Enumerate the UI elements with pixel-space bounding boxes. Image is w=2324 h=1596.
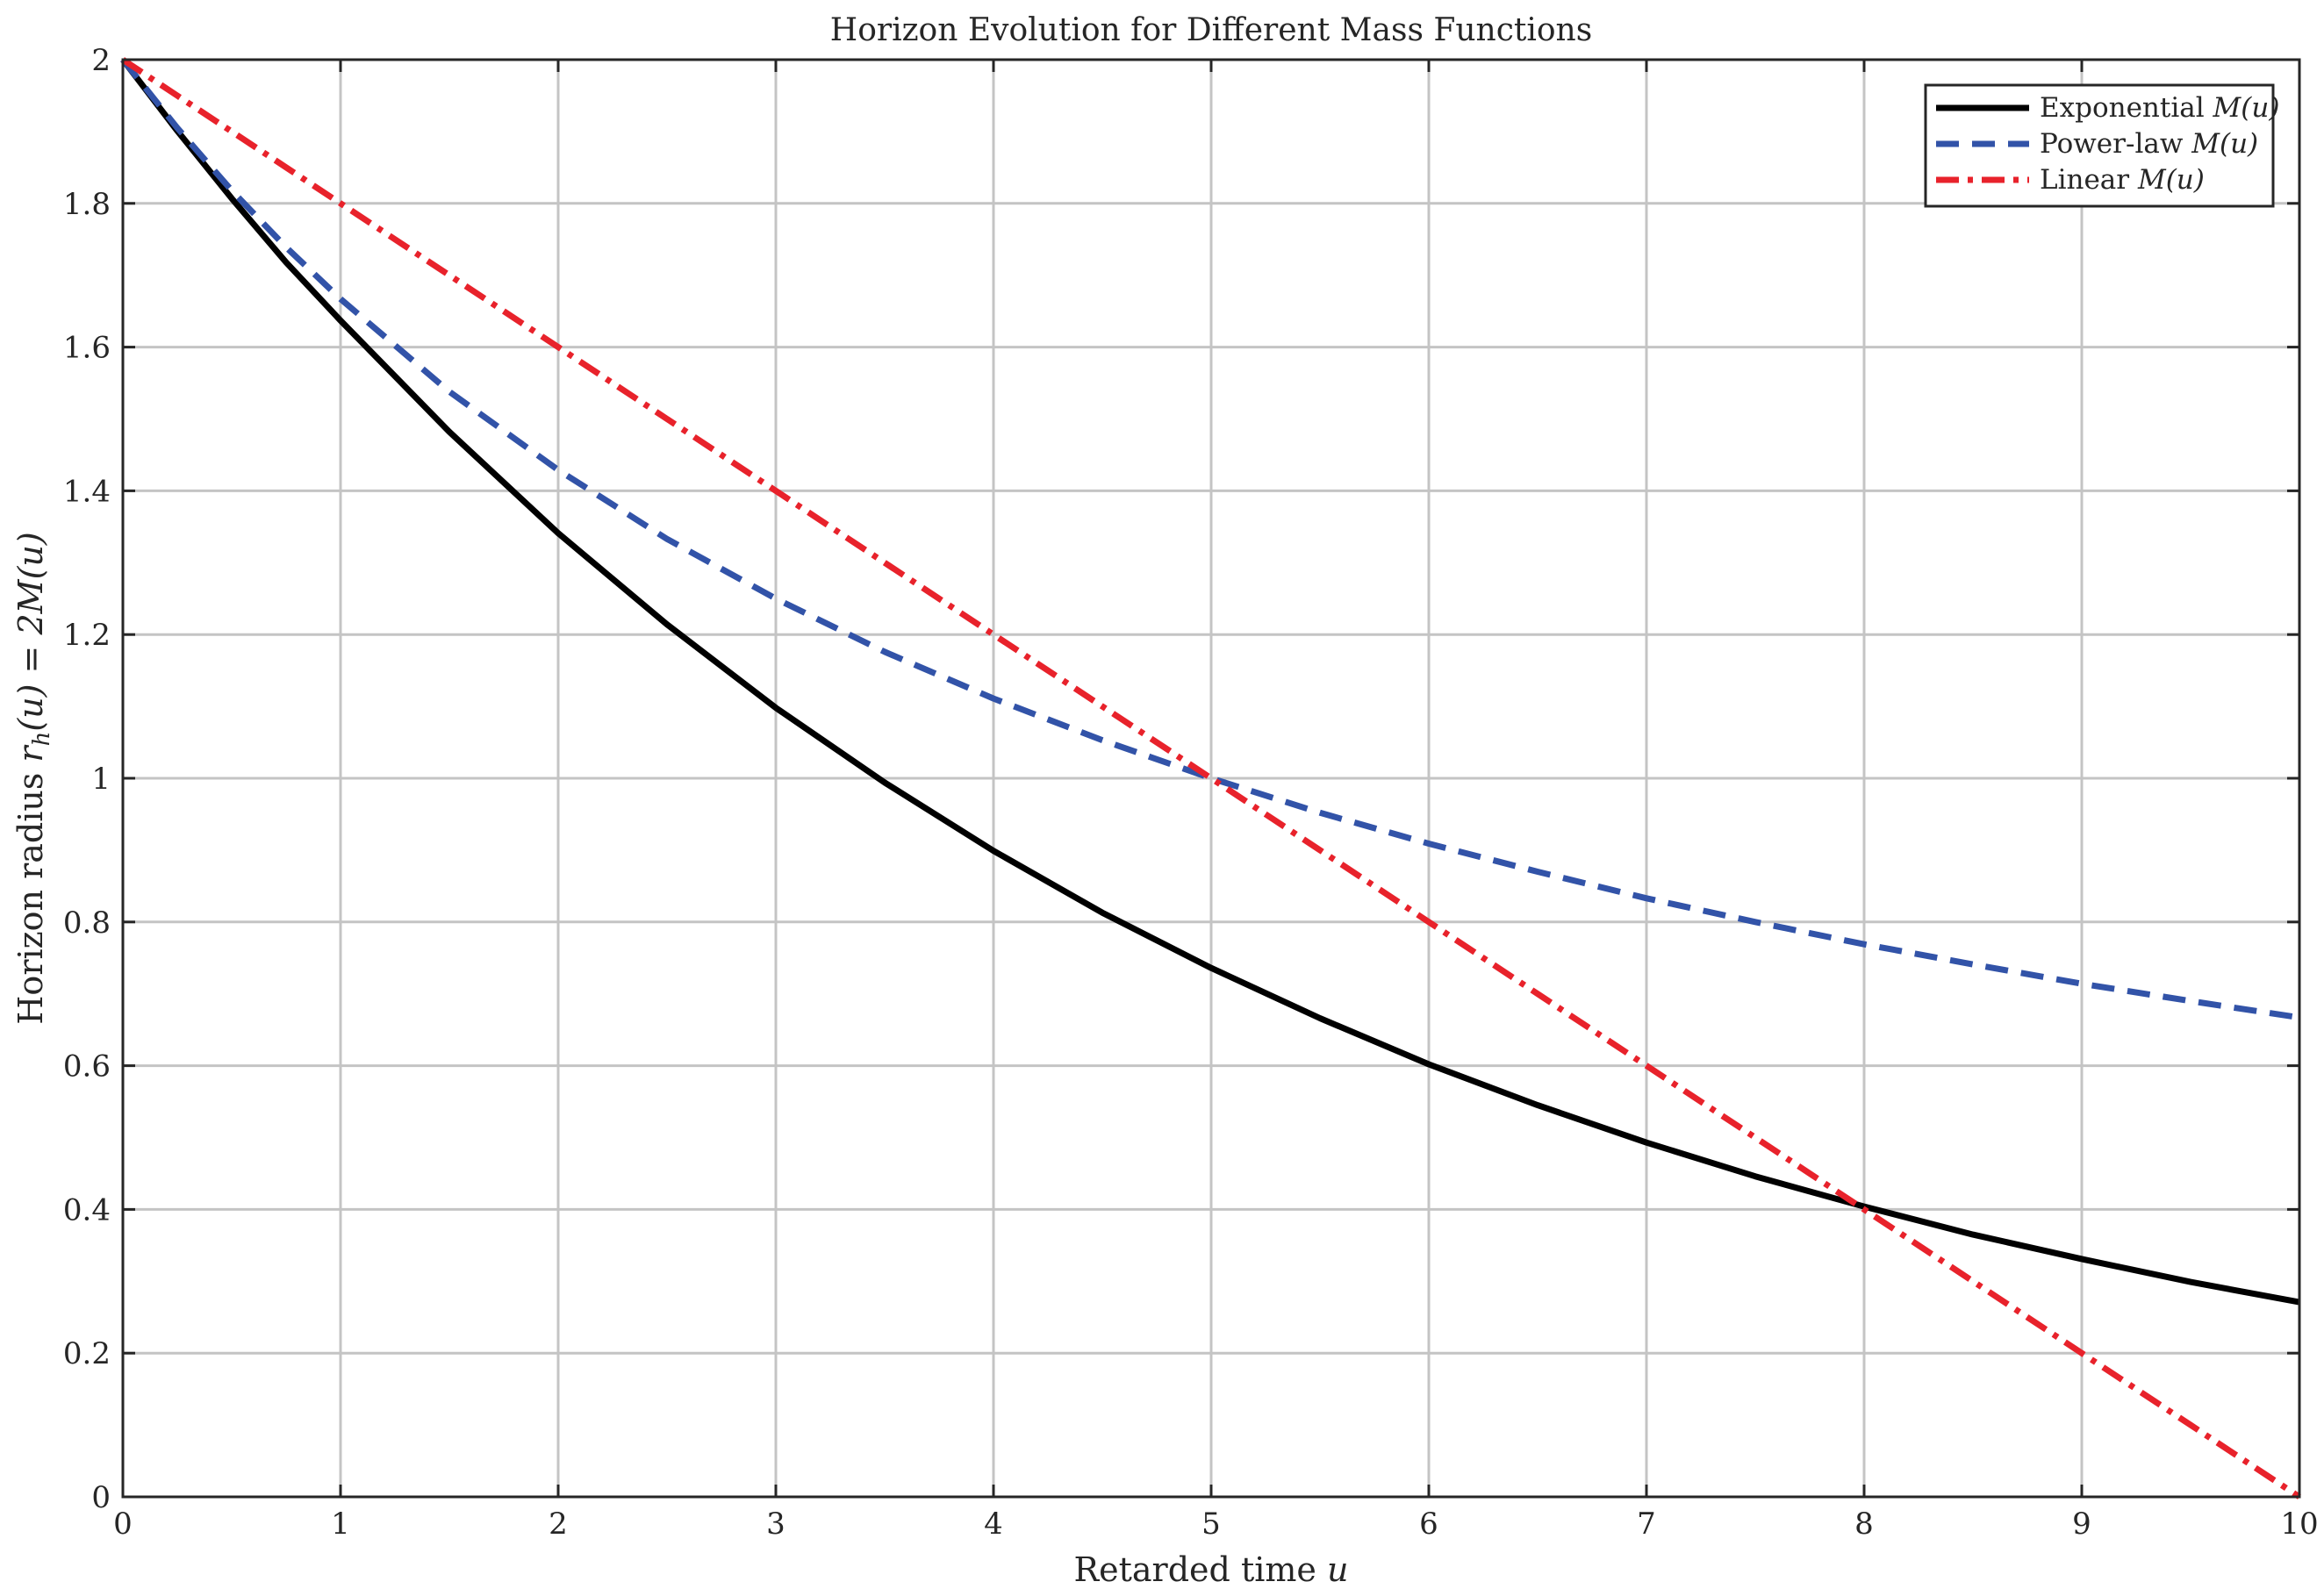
x-tick-label-10: 10 <box>2280 1507 2318 1542</box>
series-line-3 <box>121 57 2301 1499</box>
y-tick-label-2: 0.4 <box>63 1192 111 1227</box>
y-tick-label-6: 1.2 <box>63 618 111 653</box>
y-tick-label-1: 0.2 <box>63 1336 111 1371</box>
x-tick-label-7: 7 <box>1637 1507 1656 1542</box>
x-tick-label-2: 2 <box>549 1507 568 1542</box>
legend-label-2: Power-law M(u) <box>2040 128 2258 160</box>
x-tick-label-8: 8 <box>1854 1507 1874 1542</box>
x-tick-label-3: 3 <box>766 1507 785 1542</box>
y-tick-label-8: 1.6 <box>63 331 111 366</box>
legend-label-1: Exponential M(u) <box>2040 92 2279 124</box>
y-tick-label-7: 1.4 <box>63 474 111 509</box>
y-tick-label-5: 1 <box>91 762 111 797</box>
series-line-2 <box>120 57 2300 1021</box>
x-axis-label: Retarded time u <box>1074 1550 1349 1589</box>
x-tick-label-4: 4 <box>984 1507 1003 1542</box>
y-axis-label: Horizon radius rh(u) = 2M(u) <box>11 532 55 1024</box>
y-tick-label-9: 1.8 <box>63 187 111 222</box>
axis-ticks: 0 1 2 3 4 5 6 7 8 9 10 0 0.2 0.4 0.6 0.8 1 1.2 1.4 1.6 1.8 2 <box>63 43 2319 1542</box>
x-tick-label-9: 9 <box>2072 1507 2091 1542</box>
series-line-1 <box>120 57 2300 1306</box>
y-tick-label-0: 0 <box>91 1480 111 1515</box>
x-tick-label-5: 5 <box>1201 1507 1221 1542</box>
series-lines <box>120 57 2301 1499</box>
x-tick-label-6: 6 <box>1419 1507 1438 1542</box>
chart-title: Horizon Evolution for Different Mass Fun… <box>830 12 1592 48</box>
x-tick-label-1: 1 <box>331 1507 350 1542</box>
x-tick-label-0: 0 <box>113 1507 133 1542</box>
y-tick-label-10: 2 <box>91 43 111 78</box>
legend-label-3: Linear M(u) <box>2040 164 2205 196</box>
y-tick-label-3: 0.6 <box>63 1049 111 1084</box>
legend: Exponential M(u) Power-law M(u) Linear M(u… <box>1924 83 2279 208</box>
y-tick-label-4: 0.8 <box>63 905 111 941</box>
